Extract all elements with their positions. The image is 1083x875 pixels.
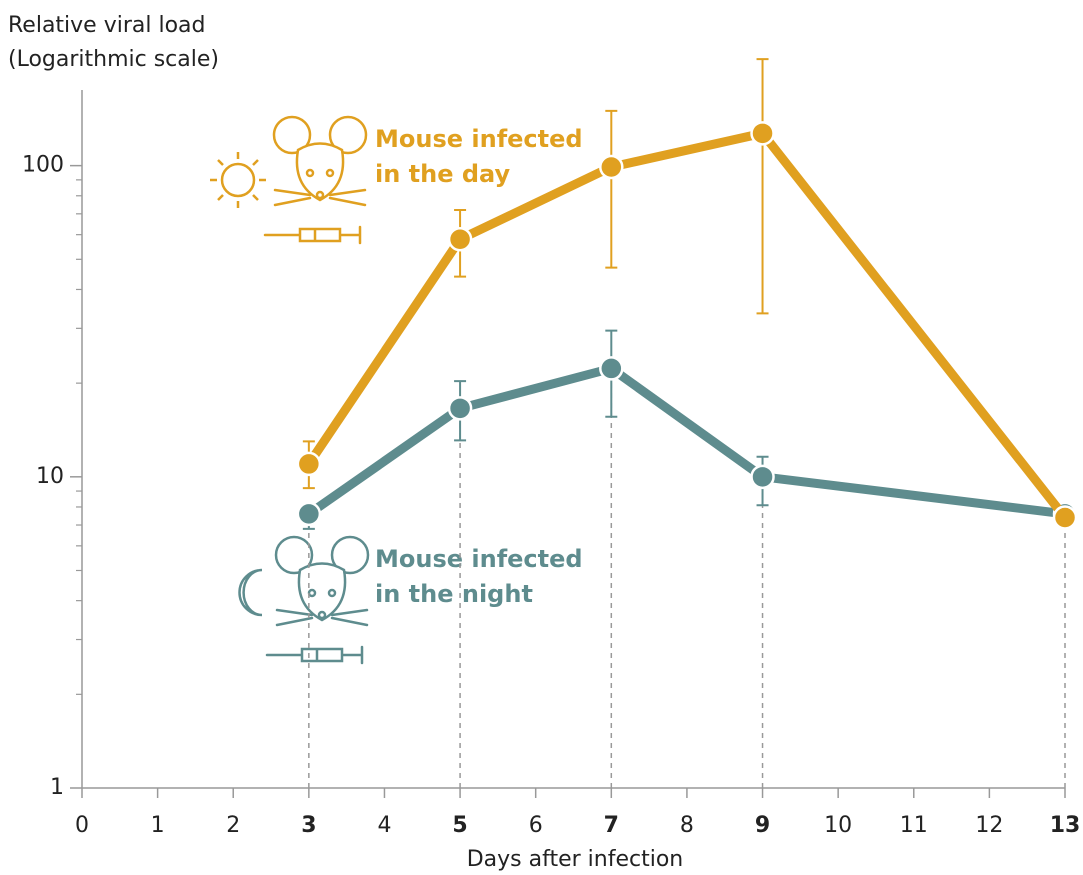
x-tick-label: 4 bbox=[377, 813, 391, 838]
x-tick-label: 2 bbox=[226, 813, 240, 838]
y-tick-label: 100 bbox=[22, 153, 64, 178]
y-axis-label: Relative viral load bbox=[8, 13, 206, 38]
data-point bbox=[600, 357, 622, 379]
x-tick-label: 10 bbox=[824, 813, 852, 838]
annotation: Mouse infected bbox=[375, 125, 583, 153]
x-tick-label: 5 bbox=[452, 813, 467, 838]
series-line bbox=[309, 133, 1065, 517]
x-tick-label: 9 bbox=[755, 813, 770, 838]
data-point bbox=[298, 453, 320, 475]
icon-day bbox=[210, 117, 366, 243]
data-point bbox=[600, 156, 622, 178]
x-tick-label: 12 bbox=[975, 813, 1003, 838]
x-tick-label: 7 bbox=[604, 813, 619, 838]
x-tick-label: 0 bbox=[75, 813, 89, 838]
x-tick-label: 1 bbox=[151, 813, 165, 838]
x-tick-label: 11 bbox=[900, 813, 928, 838]
chart: Relative viral load (Logarithmic scale) … bbox=[0, 0, 1083, 875]
x-tick-label: 13 bbox=[1050, 813, 1081, 838]
error-bar bbox=[605, 111, 617, 268]
data-point bbox=[752, 466, 774, 488]
y-tick-label: 10 bbox=[36, 464, 64, 489]
y-axis-label: (Logarithmic scale) bbox=[8, 47, 219, 72]
annotation: Mouse infected bbox=[375, 545, 583, 573]
data-point bbox=[449, 228, 471, 250]
y-tick-label: 1 bbox=[50, 775, 64, 800]
x-axis-label: Days after infection bbox=[467, 847, 684, 872]
annotation: in the day bbox=[375, 160, 510, 188]
error-bar bbox=[757, 59, 769, 313]
x-tick-label: 8 bbox=[680, 813, 694, 838]
data-point bbox=[752, 122, 774, 144]
data-point bbox=[449, 397, 471, 419]
x-tick-label: 6 bbox=[529, 813, 543, 838]
data-point bbox=[298, 503, 320, 525]
x-tick-label: 3 bbox=[301, 813, 316, 838]
annotation: in the night bbox=[375, 580, 533, 608]
series-line bbox=[309, 368, 1065, 513]
icon-night bbox=[240, 537, 369, 663]
data-point bbox=[1054, 507, 1076, 529]
